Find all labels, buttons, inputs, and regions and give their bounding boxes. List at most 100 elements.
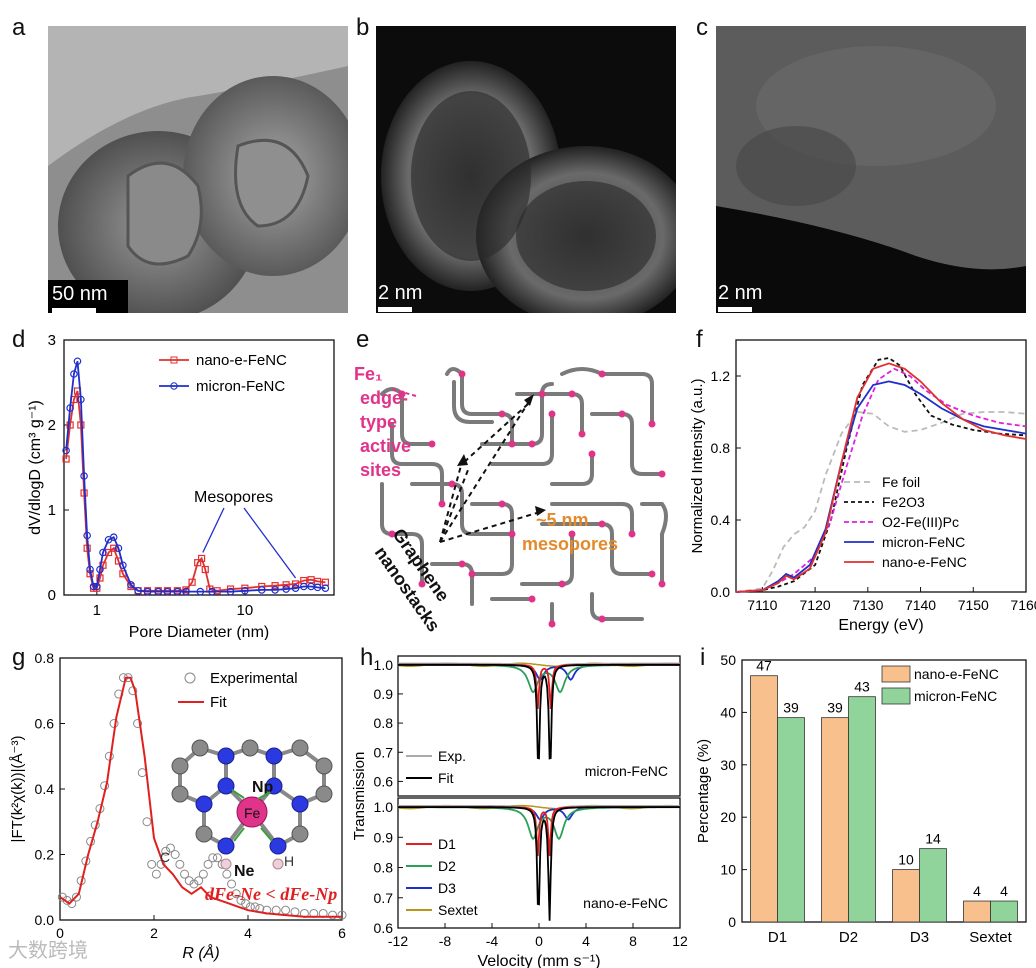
data-point-g <box>236 895 246 905</box>
nitrogen-atoms <box>195 747 309 855</box>
component-line-h <box>398 663 680 681</box>
series-line-f <box>735 362 1027 593</box>
hydrogen-label: H <box>284 853 294 869</box>
x-tick-label-f: 7110 <box>747 597 777 613</box>
data-point-d <box>226 587 235 596</box>
data-point-d <box>62 455 70 463</box>
scale-bar-c-label: 2 nm <box>718 282 763 304</box>
fe-site-dots <box>388 370 666 628</box>
y-tick-label-i: 50 <box>720 652 736 668</box>
y-tick-label-i: 0 <box>728 914 736 930</box>
data-point-d <box>299 582 308 591</box>
x-tick-label-f: 7120 <box>800 597 831 613</box>
data-point-d <box>282 585 290 593</box>
data-point-d <box>134 586 142 595</box>
series-line-d <box>65 361 326 593</box>
hydrogen-atoms <box>220 858 284 870</box>
y-tick-label-g: 0.4 <box>35 781 55 797</box>
legend-label-f: Fe2O3 <box>882 494 925 510</box>
data-point-d <box>66 404 74 412</box>
data-point-g <box>271 905 281 915</box>
bar-i <box>777 717 805 923</box>
y-axis-label-f: Normalized Intensity (a.u.) <box>689 378 706 553</box>
data-point-d <box>291 584 300 593</box>
data-point-d <box>257 586 266 594</box>
bar-value-label-i: 4 <box>1000 883 1008 899</box>
x-tick-label-h: 0 <box>535 933 543 949</box>
component-line-h <box>398 806 680 921</box>
data-point-g <box>222 869 232 879</box>
data-point-d <box>83 531 91 540</box>
data-point-d <box>104 548 113 557</box>
data-point-g <box>170 850 180 859</box>
y-tick-label-h: 1.0 <box>374 799 394 815</box>
bar-i <box>963 900 991 923</box>
data-point-g <box>241 899 251 909</box>
x-tick-label-g: 4 <box>244 925 252 941</box>
annotation-arrow-d <box>243 507 297 579</box>
data-point-d <box>271 582 279 590</box>
watermark: 大数跨境 <box>8 938 88 962</box>
fe-atom-label: Fe <box>244 805 261 821</box>
data-point-g <box>290 907 300 917</box>
data-point-d <box>99 548 107 557</box>
y-axis-label-i: Percentage (%) <box>695 739 712 843</box>
x-tick-label-i: D3 <box>910 929 929 946</box>
carbon-label: C <box>160 849 170 865</box>
component-line-h <box>398 663 680 760</box>
bar-i <box>848 696 876 923</box>
y-axis-label-d: dV/dlogD (cm³ g⁻¹) <box>27 400 44 535</box>
data-point-g <box>161 846 171 856</box>
axis-f-frame <box>735 339 1027 593</box>
data-point-d <box>110 544 118 552</box>
data-point-d <box>143 587 152 596</box>
scale-bar-a: 50 nm <box>48 280 128 313</box>
data-point-d <box>241 586 249 595</box>
y-axis-label-g: |FT(k²χ(k))|(Å⁻³) <box>9 736 26 843</box>
legend-marker-d <box>170 382 178 390</box>
x-axis-label-g: R (Å) <box>182 943 219 962</box>
data-point-d <box>321 584 330 593</box>
legend-label-h: Sextet <box>438 902 478 918</box>
mesopores-label: mesopores <box>522 534 618 554</box>
legend-label-f: O2-Fe(III)Pc <box>882 514 959 530</box>
series-line-f <box>735 367 1027 593</box>
data-point-g <box>231 889 241 899</box>
x-tick-label-f: 7160 <box>1010 597 1036 613</box>
x-tick-label-i: D2 <box>839 929 858 946</box>
data-point-g <box>180 869 190 879</box>
data-point-d <box>89 582 98 591</box>
axis-i-frame <box>741 659 1027 923</box>
data-point-d <box>86 565 94 574</box>
x-tick-label-h: 4 <box>582 933 590 949</box>
data-point-g <box>194 876 204 886</box>
bar-i <box>919 848 947 923</box>
data-point-g <box>123 673 133 683</box>
panel-f-label: f <box>696 326 703 353</box>
active-label: active <box>360 436 411 456</box>
data-point-g <box>137 768 147 778</box>
legend-label-d: micron-FeNC <box>196 378 285 395</box>
y-axis-label-h: Transmission <box>351 752 368 841</box>
x-tick-label-g: 2 <box>150 925 158 941</box>
bar-i <box>892 869 920 923</box>
data-point-d <box>119 561 127 570</box>
tem-image-a-graphic <box>48 26 348 313</box>
x-axis-label-h: Velocity (mm s⁻¹) <box>477 953 600 968</box>
chart-g-exafs: 0.0 0.2 0.4 0.6 0.8 0 2 4 6 R (Å) |FT(k²χ(k))|(Å⁻³… <box>9 650 347 962</box>
y-tick-label-h: 0.9 <box>374 686 394 702</box>
series-line-f <box>735 411 1027 593</box>
data-point-g <box>198 869 208 879</box>
y-tick-label-h: 0.8 <box>374 715 394 731</box>
data-point-d <box>93 582 101 591</box>
data-point-g <box>165 843 175 853</box>
panel-a-label: a <box>12 14 26 41</box>
x-tick-label-f: 7150 <box>958 597 989 613</box>
bar-i <box>750 675 778 923</box>
data-point-d <box>188 578 196 586</box>
scale-bar-b-label: 2 nm <box>378 282 423 304</box>
data-point-g <box>147 859 157 869</box>
sample-label-h: nano-e-FeNC <box>583 895 668 911</box>
np-label: Np <box>252 779 274 796</box>
edge-label: edge- <box>360 388 408 408</box>
